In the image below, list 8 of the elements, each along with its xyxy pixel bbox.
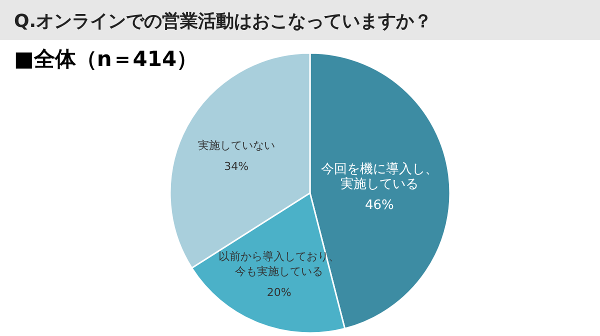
slice-label: 以前から導入しており、今も実施している — [218, 250, 340, 278]
data-label: 46% — [364, 198, 394, 214]
chart-title: Q.オンラインでの営業活動はおこなっていますか？ — [14, 11, 432, 32]
slice-label: 今回を機に導入し、実施している — [320, 162, 438, 192]
slice-label: 実施していない — [198, 139, 275, 152]
chart-subtitle: ■全体（n＝414） — [14, 47, 198, 71]
data-label: 20% — [266, 286, 292, 300]
data-label: 34% — [224, 160, 249, 174]
